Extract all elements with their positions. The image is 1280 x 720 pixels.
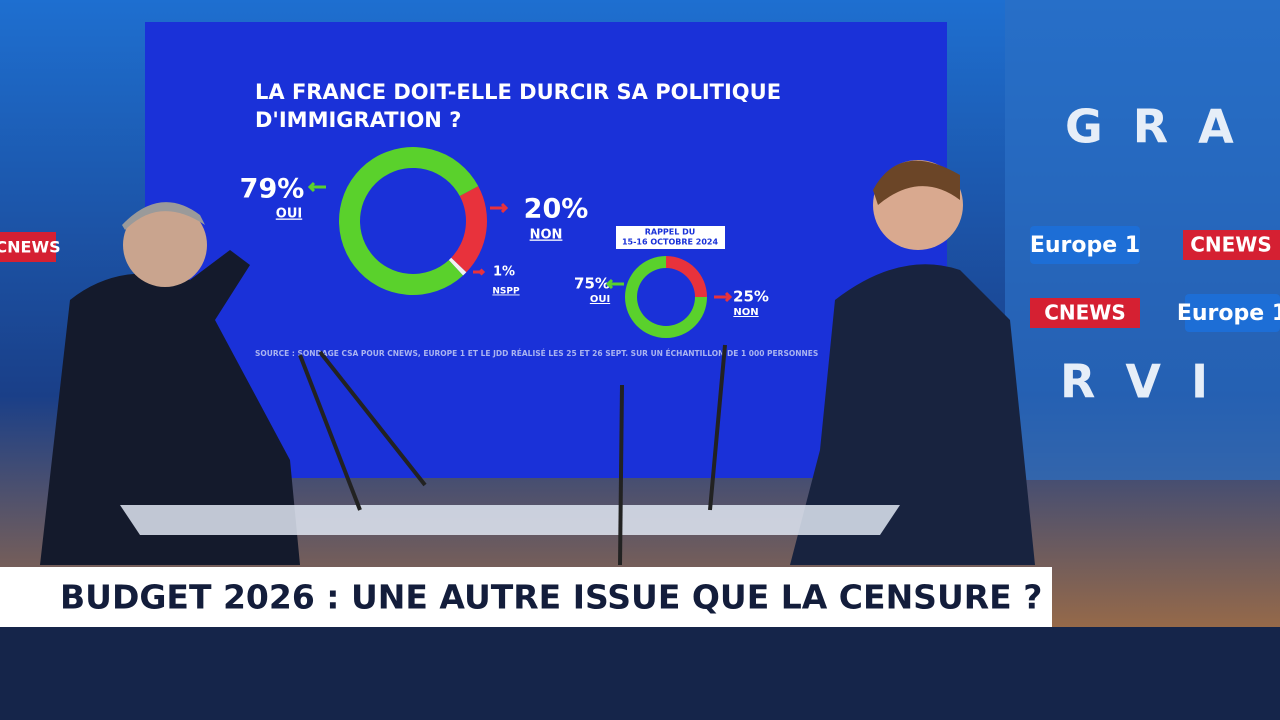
- presenter-right: [790, 264, 1035, 565]
- pie-slice: [339, 146, 479, 295]
- banner-title: BUDGET 2026 : UNE AUTRE ISSUE QUE LA CEN…: [60, 578, 1042, 617]
- arrow: [714, 291, 733, 303]
- category-label: OUI: [276, 207, 302, 222]
- chart-title: LA FRANCE DOIT-ELLE DURCIR SA POLITIQUE D…: [255, 80, 781, 132]
- chart-subtitle: 15-16 OCTOBRE 2024: [622, 238, 719, 247]
- chart-subtitle: RAPPEL DU: [645, 228, 696, 237]
- screen: [145, 22, 947, 478]
- logo: CNEWS: [1190, 233, 1272, 257]
- category-label: NON: [530, 228, 563, 243]
- microphone: [618, 384, 624, 566]
- pie-slice: [448, 257, 467, 276]
- logo-box: [0, 232, 56, 262]
- hair: [873, 160, 960, 205]
- microphone: [708, 344, 727, 511]
- logo: CNEWS: [1044, 301, 1126, 325]
- value-label: 79%: [240, 174, 305, 205]
- arrow: [605, 278, 624, 290]
- category-label: NSPP: [492, 287, 520, 297]
- value-label: 20%: [524, 194, 589, 225]
- value-label: 1%: [493, 265, 515, 280]
- logo: CNEWS: [0, 238, 61, 257]
- logo-box: [1030, 298, 1140, 328]
- category-label: OUI: [590, 294, 610, 305]
- value-label: 25%: [733, 288, 769, 306]
- arrow: [490, 202, 509, 214]
- source: SOURCE : SONDAGE CSA POUR CNEWS, EUROPE …: [255, 349, 818, 358]
- studio-floor: [0, 627, 1280, 720]
- presenter-left: [40, 250, 300, 565]
- arrow: [307, 181, 326, 193]
- banner: [0, 567, 1052, 627]
- logo-box: [1183, 230, 1280, 260]
- category-label: NON: [733, 307, 758, 318]
- pie-slice: [666, 256, 707, 297]
- subtitle-box: [616, 226, 725, 249]
- value-label: 75%: [574, 275, 610, 293]
- logo-box: [1030, 226, 1140, 264]
- hair: [122, 202, 205, 230]
- microphone: [298, 354, 362, 511]
- wall-letters: GRA: [1065, 100, 1264, 154]
- presenter-left-head: [123, 203, 207, 287]
- title-line: D'IMMIGRATION ?: [255, 108, 461, 132]
- microphone: [318, 350, 427, 487]
- arrow: [473, 268, 486, 276]
- wall-letters: RVI: [1060, 355, 1238, 409]
- logo-box: [1185, 294, 1280, 332]
- logo: Europe 1: [1030, 233, 1140, 258]
- title-line: LA FRANCE DOIT-ELLE DURCIR SA POLITIQUE: [255, 80, 781, 104]
- logo: Europe 1: [1177, 301, 1280, 326]
- desk: [120, 505, 900, 535]
- pie-slice: [451, 186, 488, 273]
